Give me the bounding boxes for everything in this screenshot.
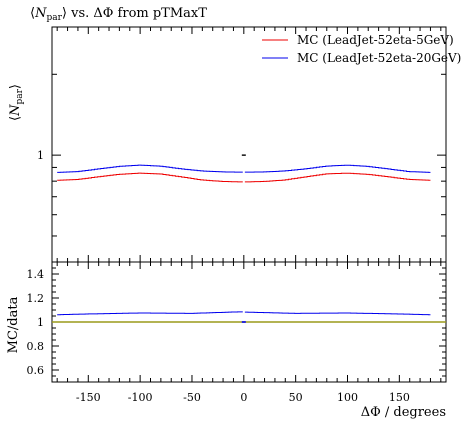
chart-title: ⟨Npar⟩ vs. ΔΦ from pTMaxT [30, 6, 207, 23]
x-tick-label: -150 [76, 391, 101, 404]
legend-label-red: MC (LeadJet-52eta-5GeV) [297, 33, 454, 47]
ratio-y-axis-label: MC/data [6, 296, 21, 353]
ratio-tick-label: 0.6 [27, 364, 45, 377]
y-tick-label: 1 [37, 149, 44, 162]
legend-label-blue: MC (LeadJet-52eta-20GeV) [297, 51, 461, 65]
x-tick-label: 100 [337, 391, 358, 404]
ratio-tick-label: 1.2 [27, 292, 45, 305]
x-axis-label: ΔΦ / degrees [361, 405, 446, 420]
series-line-red [57, 172, 431, 183]
x-tick-label: 150 [389, 391, 410, 404]
y-axis-label: ⟨Npar⟩ [8, 84, 25, 121]
ratio-tick-label: 1 [37, 316, 44, 329]
ratio-tick-label: 1.4 [27, 268, 45, 281]
ratio-tick-label: 0.8 [27, 340, 45, 353]
x-tick-label: 50 [289, 391, 303, 404]
legend: MC (LeadJet-52eta-5GeV) MC (LeadJet-52et… [262, 33, 461, 65]
ratio-series-line-blue [57, 311, 431, 316]
x-tick-label: -50 [183, 391, 201, 404]
x-tick-label: 0 [240, 391, 247, 404]
x-tick-label: -100 [128, 391, 153, 404]
series-line-blue [57, 164, 431, 173]
